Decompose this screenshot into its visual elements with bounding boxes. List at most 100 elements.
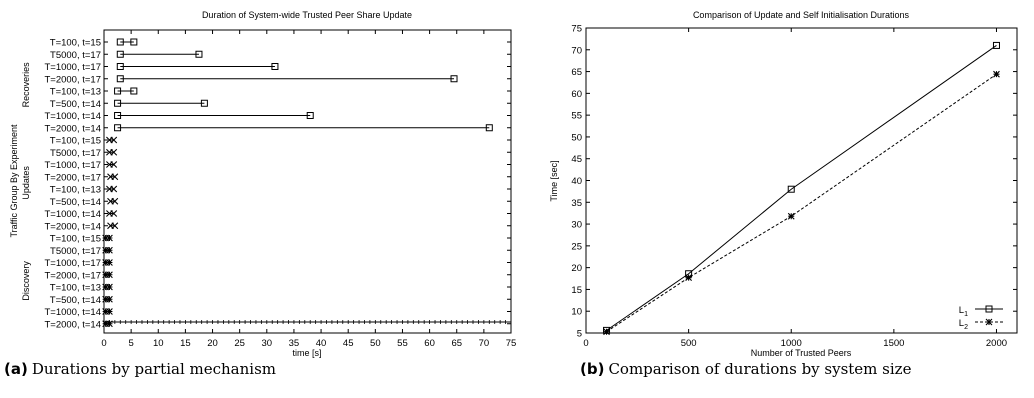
chart-b-x-tick-label: 1500	[883, 338, 904, 349]
chart-a-range-start-marker	[102, 308, 110, 315]
caption-b-tag: (b)	[580, 360, 605, 378]
chart-a-range-end-marker	[111, 222, 119, 230]
chart-b-y-tick-label: 60	[571, 89, 582, 100]
chart-b-ylabel: Time [sec]	[549, 160, 559, 201]
chart-b-series-1-point	[787, 185, 795, 193]
chart-b-y-tick-label: 65	[571, 67, 582, 78]
chart-b-plot-frame	[585, 27, 1018, 334]
chart-a-row-label: T=2000, t=14	[44, 221, 101, 232]
chart-a-range-end-marker	[450, 75, 458, 83]
chart-b-y-tick-label: 40	[571, 176, 582, 187]
chart-a-x-tick-label: 5	[128, 338, 133, 349]
chart-a-x-tick-label: 55	[397, 338, 408, 349]
caption-a: (a) Durations by partial mechanism	[4, 360, 276, 378]
chart-a-row-label: T=1000, t=17	[44, 62, 101, 73]
chart-a-group-label: Discovery	[21, 261, 31, 301]
chart-b-x-tick-label: 2000	[986, 338, 1007, 349]
chart-b-y-tick-label: 45	[571, 154, 582, 165]
chart-a-range-start-marker	[102, 259, 110, 266]
chart-b-title: Comparison of Update and Self Initialisa…	[693, 10, 910, 20]
chart-a-x-tick-label: 25	[234, 338, 245, 349]
chart-a-row-label: T=2000, t=14	[44, 319, 101, 330]
chart-a-range-start-marker	[102, 283, 110, 291]
chart-b-y-tick-label: 55	[571, 111, 582, 122]
chart-b-y-tick-label: 10	[571, 307, 582, 318]
chart-a-range-end-marker	[130, 38, 138, 46]
chart-b-durations-by-size: Comparison of Update and Self Initialisa…	[549, 10, 1018, 358]
chart-b-legend-label-2: L2	[959, 318, 968, 331]
caption-a-tag: (a)	[4, 360, 28, 378]
chart-a-row-label: T=2000, t=17	[44, 74, 101, 85]
chart-b-y-tick-label: 30	[571, 220, 582, 231]
chart-a-range-start-marker	[114, 112, 122, 119]
chart-a-x-tick-label: 35	[289, 338, 300, 349]
chart-a-row-label: T=1000, t=14	[44, 307, 101, 318]
chart-a-range-end-marker	[110, 210, 118, 217]
chart-a-range-end-marker	[110, 161, 118, 168]
chart-a-range-end-marker	[271, 63, 279, 70]
chart-b-y-tick-label: 50	[571, 132, 582, 143]
chart-a-row-label: T=500, t=14	[50, 295, 101, 306]
chart-a-x-tick-label: 0	[101, 338, 106, 349]
chart-b-series-2-point	[993, 70, 1000, 78]
chart-a-durations-by-mechanism: Duration of System-wide Trusted Peer Sha…	[9, 10, 516, 358]
chart-a-row-label: T=1000, t=17	[44, 258, 101, 269]
chart-a-row-label: T=1000, t=14	[44, 111, 101, 122]
chart-b-y-tick-label: 70	[571, 45, 582, 56]
chart-a-row-label: T=2000, t=17	[44, 270, 101, 281]
chart-a-x-tick-label: 70	[479, 338, 490, 349]
chart-b-series-1-line	[606, 45, 997, 331]
chart-a-row-label: T=1000, t=14	[44, 209, 101, 220]
legend-label-sub: 1	[964, 311, 968, 318]
chart-b-series-2-line	[606, 73, 997, 333]
chart-b-series-2-point	[603, 328, 610, 336]
chart-a-range-end-marker	[106, 259, 113, 266]
chart-a-range-start-marker	[114, 124, 122, 132]
chart-a-range-end-marker	[111, 197, 119, 205]
chart-a-range-end-marker	[306, 112, 314, 119]
chart-b-y-tick-label: 25	[571, 241, 582, 252]
chart-b-y-tick-label: 5	[577, 329, 582, 340]
chart-a-range-end-marker	[110, 148, 118, 156]
chart-a-x-tick-label: 65	[451, 338, 462, 349]
chart-a-x-tick-label: 75	[506, 338, 517, 349]
chart-a-range-start-marker	[116, 50, 124, 58]
chart-b-x-tick-label: 500	[681, 338, 697, 349]
chart-a-x-tick-label: 20	[207, 338, 218, 349]
chart-a-range-start-marker	[116, 63, 124, 70]
chart-a-row-label: T=2000, t=14	[44, 123, 101, 134]
caption-b-text: Comparison of durations by system size	[608, 360, 912, 378]
chart-b-y-tick-label: 15	[571, 285, 582, 296]
chart-a-range-end-marker	[195, 50, 203, 58]
chart-a-row-label: T=2000, t=17	[44, 172, 101, 183]
chart-a-row-label: T=100, t=15	[50, 38, 101, 49]
chart-a-range-end-marker	[106, 283, 113, 291]
chart-a-range-end-marker	[106, 234, 113, 242]
chart-a-row-label: T5000, t=17	[50, 246, 101, 257]
chart-a-x-tick-label: 15	[180, 338, 191, 349]
chart-a-row-label: T5000, t=17	[50, 50, 101, 61]
chart-a-range-start-marker	[102, 271, 110, 279]
chart-a-x-tick-label: 50	[370, 338, 381, 349]
chart-a-range-end-marker	[130, 87, 138, 95]
chart-b-series-2-point	[787, 212, 795, 220]
chart-a-row-label: T=100, t=15	[50, 234, 101, 245]
chart-a-range-start-marker	[102, 295, 110, 303]
chart-a-xlabel: time [s]	[292, 348, 321, 358]
legend-label-main: L	[959, 305, 964, 316]
chart-a-x-tick-label: 60	[424, 338, 435, 349]
chart-a-range-end-marker	[485, 124, 493, 132]
chart-a-row-label: T=500, t=14	[50, 197, 101, 208]
chart-b-y-tick-label: 75	[571, 24, 582, 35]
chart-a-row-label: T=100, t=13	[50, 185, 101, 196]
chart-b-legend-marker-1	[985, 305, 993, 313]
chart-a-title: Duration of System-wide Trusted Peer Sha…	[202, 10, 412, 20]
chart-a-row-label: T5000, t=17	[50, 148, 101, 159]
chart-a-range-end-marker	[200, 99, 208, 107]
chart-a-row-label: T=500, t=14	[50, 99, 101, 110]
chart-a-range-end-marker	[106, 246, 113, 254]
caption-b: (b) Comparison of durations by system siz…	[580, 360, 911, 378]
chart-a-x-tick-label: 10	[153, 338, 164, 349]
chart-a-group-label: Recoveries	[21, 62, 31, 108]
